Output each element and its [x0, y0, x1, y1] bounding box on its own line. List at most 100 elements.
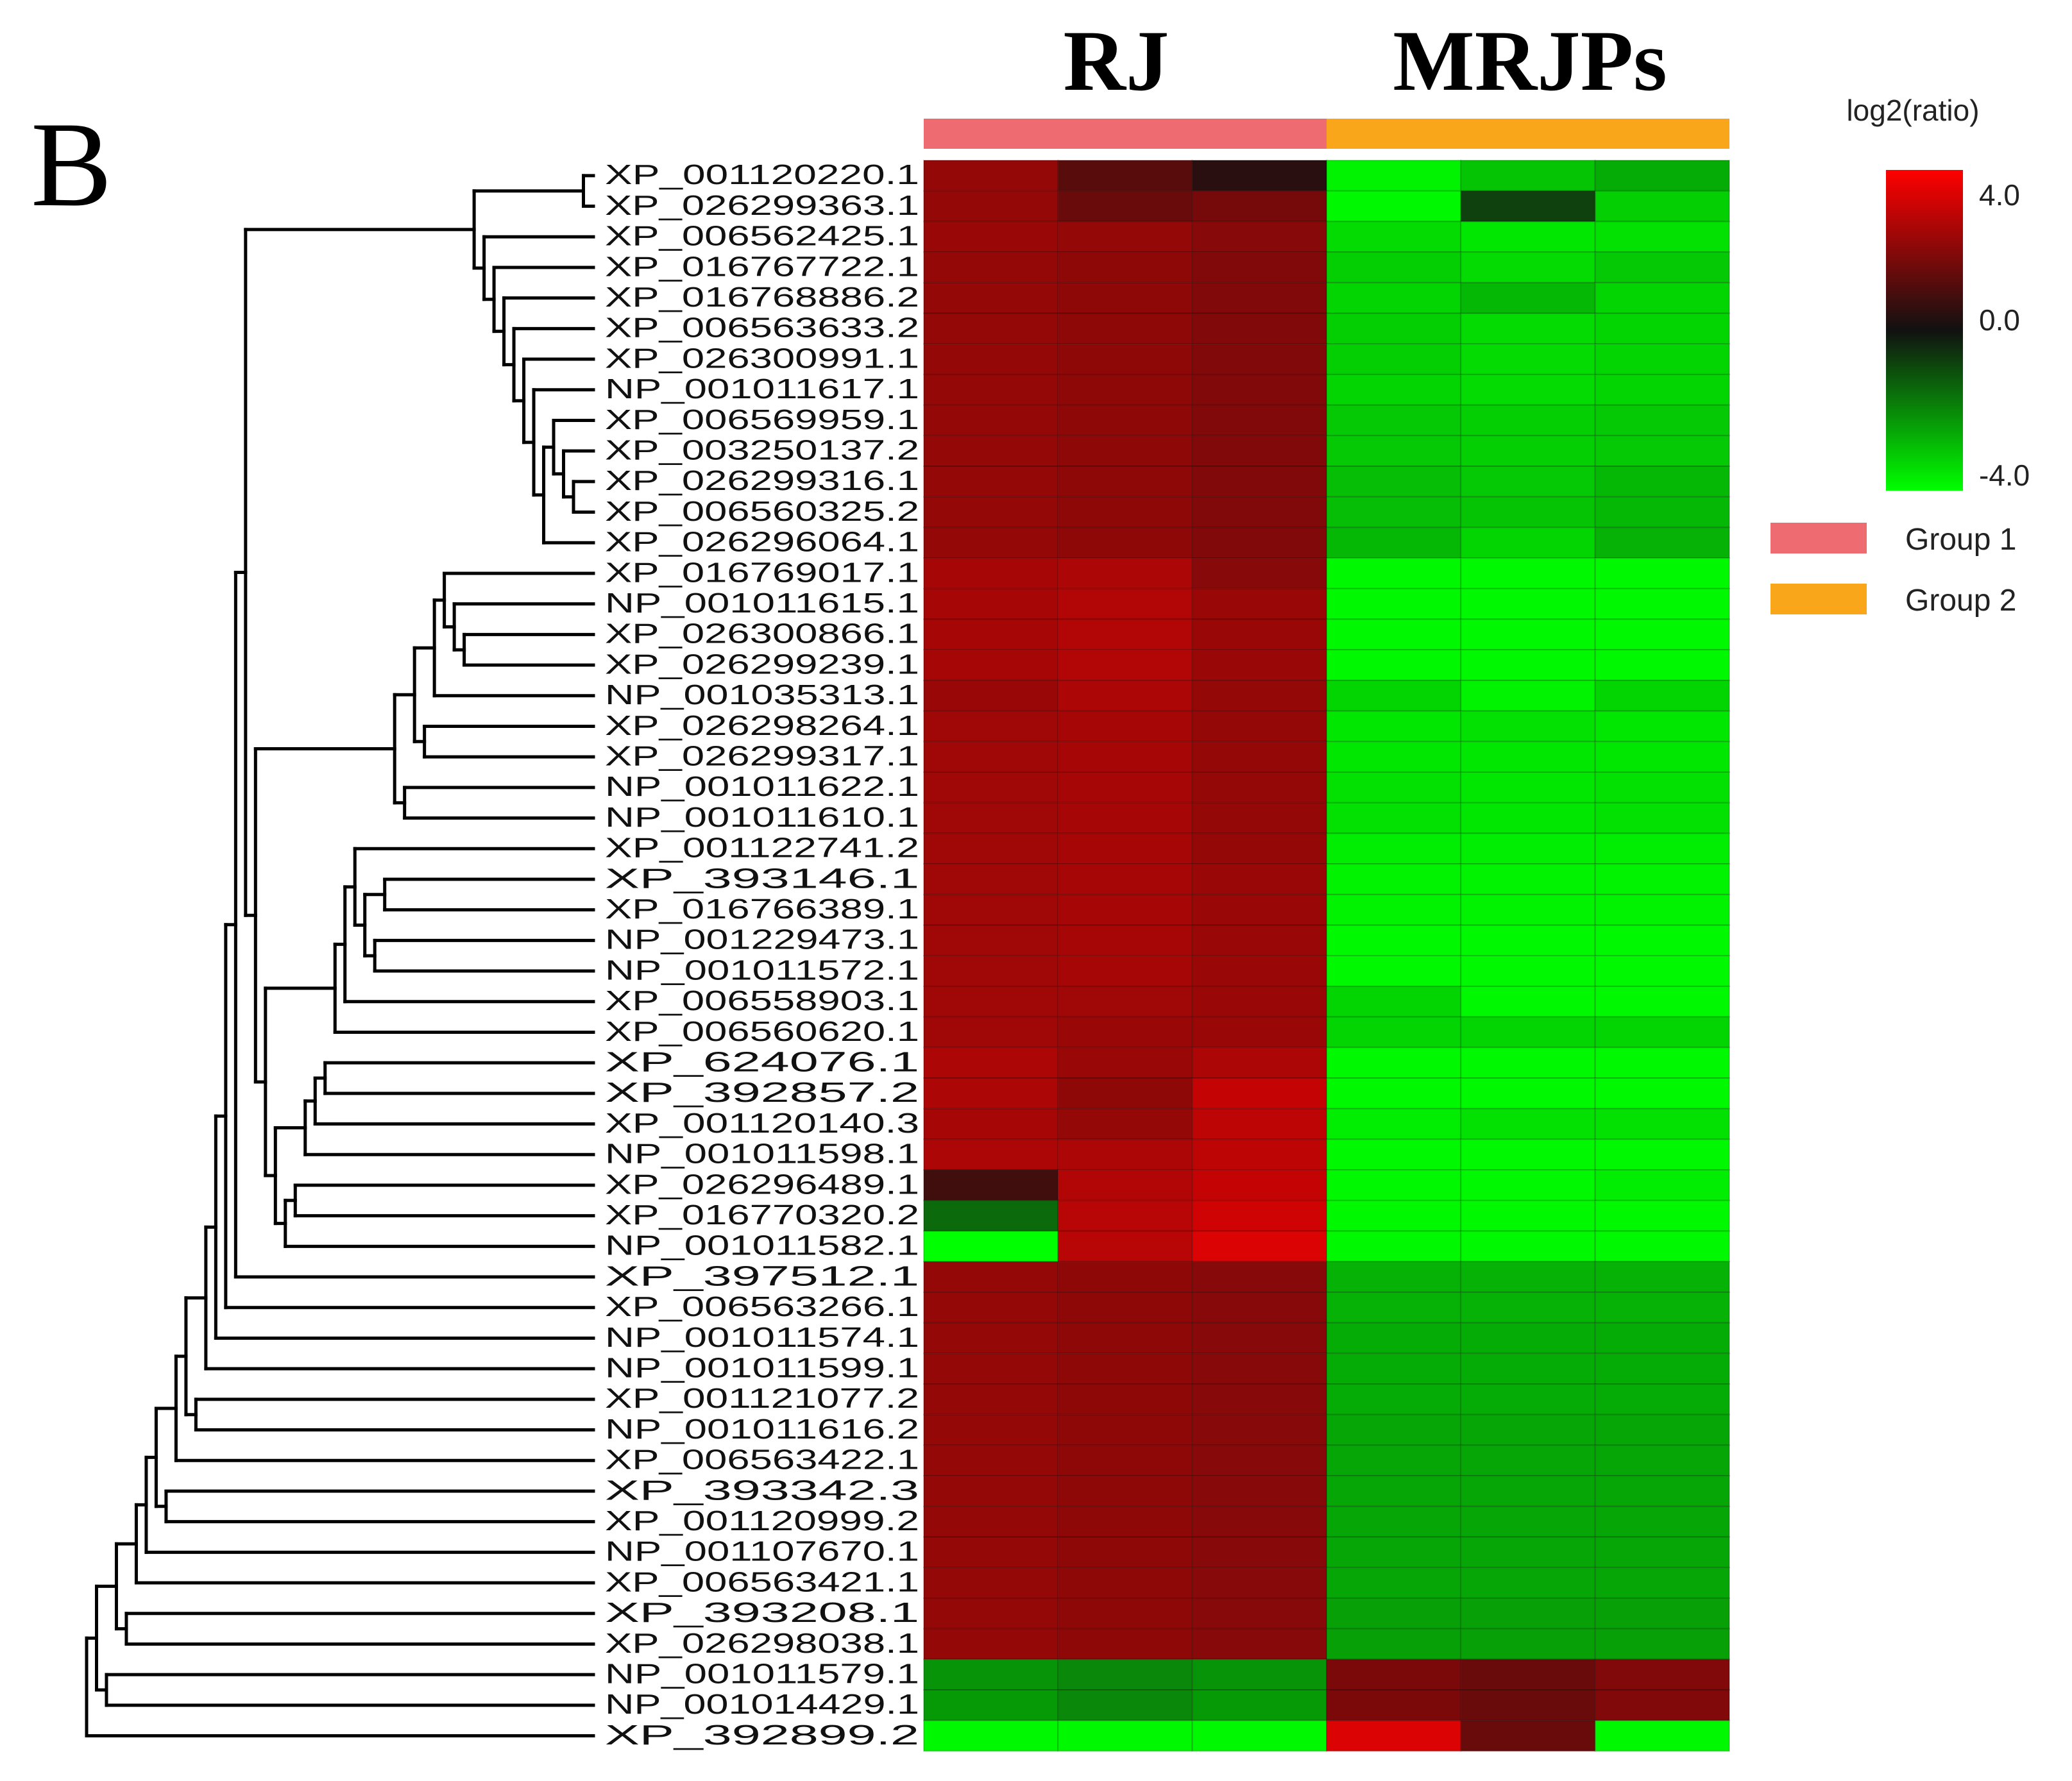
heatmap-cell — [1057, 1567, 1193, 1599]
heatmap-cell — [1191, 373, 1327, 406]
heatmap-cell — [923, 1505, 1059, 1538]
heatmap-cell — [1191, 282, 1327, 314]
heatmap-cell — [1057, 772, 1193, 804]
heatmap-cell — [1325, 1505, 1462, 1538]
heatmap-cell — [1325, 557, 1462, 589]
heatmap-cell — [1460, 618, 1596, 651]
heatmap-cell — [1057, 557, 1193, 589]
heatmap-cell — [1460, 1689, 1596, 1721]
heatmap-cell — [1594, 1138, 1730, 1171]
heatmap-cell — [1325, 1444, 1462, 1477]
heatmap-cell — [1594, 863, 1730, 895]
heatmap-cell — [1594, 955, 1730, 987]
heatmap-cell — [1460, 1719, 1596, 1752]
heatmap-cell — [923, 985, 1059, 1018]
row-label: XP_026300866.1 — [605, 618, 919, 650]
heatmap-cell — [923, 1138, 1059, 1171]
row-label: XP_016769017.1 — [605, 557, 919, 588]
row-label: NP_001011574.1 — [605, 1322, 919, 1353]
heatmap-cell — [1594, 1444, 1730, 1477]
row-label: XP_006563421.1 — [605, 1566, 919, 1598]
row-label: XP_001120140.3 — [605, 1108, 919, 1139]
heatmap-cell — [1325, 1567, 1462, 1599]
heatmap-cell — [1057, 1230, 1193, 1263]
heatmap-cell — [1057, 312, 1193, 345]
heatmap-cell — [1594, 190, 1730, 223]
color-scale-tick-max: 4.0 — [1979, 178, 2020, 212]
heatmap-cell — [1460, 1108, 1596, 1140]
heatmap-cell — [1460, 772, 1596, 804]
row-label: XP_392899.2 — [605, 1719, 919, 1751]
heatmap-cell — [1191, 741, 1327, 773]
heatmap-cell — [923, 160, 1059, 192]
heatmap-cell — [1057, 190, 1193, 223]
heatmap-cell — [1325, 1199, 1462, 1232]
heatmap-cell — [1460, 587, 1596, 620]
heatmap-cell — [923, 832, 1059, 865]
heatmap-cell — [1191, 1659, 1327, 1691]
legend-group1-swatch — [1771, 523, 1867, 553]
heatmap-cell — [1594, 1077, 1730, 1110]
heatmap-cell — [1325, 1047, 1462, 1079]
row-label: XP_006560620.1 — [605, 1016, 919, 1047]
heatmap-cell — [1594, 527, 1730, 559]
heatmap-cell — [1594, 282, 1730, 314]
row-label: NP_001011599.1 — [605, 1353, 919, 1384]
heatmap-cell — [1460, 251, 1596, 283]
heatmap-cell — [1594, 160, 1730, 192]
heatmap-cell — [1191, 649, 1327, 681]
heatmap-cell — [1191, 557, 1327, 589]
heatmap-cell — [923, 679, 1059, 712]
row-label: XP_026299317.1 — [605, 741, 919, 772]
heatmap-cell — [1191, 190, 1327, 223]
row-label: XP_397512.1 — [605, 1260, 919, 1292]
heatmap-cell — [1057, 1199, 1193, 1232]
heatmap-cell — [1057, 955, 1193, 987]
heatmap-cell — [1325, 710, 1462, 743]
heatmap-cell — [1325, 373, 1462, 406]
heatmap-cell — [1460, 435, 1596, 467]
heatmap-cell — [1191, 527, 1327, 559]
heatmap-cell — [1191, 1108, 1327, 1140]
heatmap-cell — [1594, 893, 1730, 926]
heatmap-cell — [1057, 1261, 1193, 1293]
heatmap-cell — [1460, 373, 1596, 406]
heatmap-cell — [1594, 1199, 1730, 1232]
heatmap-cell — [1460, 1230, 1596, 1263]
heatmap-cell — [1460, 1138, 1596, 1171]
heatmap-cell — [1191, 1475, 1327, 1507]
heatmap-cell — [1460, 1444, 1596, 1477]
heatmap-cell — [1594, 772, 1730, 804]
row-label: XP_393342.3 — [605, 1474, 919, 1506]
row-label: NP_001011582.1 — [605, 1230, 919, 1262]
heatmap-cell — [1460, 1016, 1596, 1049]
heatmap-cell — [923, 190, 1059, 223]
heatmap-cell — [1460, 1199, 1596, 1232]
heatmap-cell — [1460, 496, 1596, 528]
heatmap-cell — [1325, 863, 1462, 895]
heatmap-cell — [1191, 1444, 1327, 1477]
heatmap-cell — [1325, 741, 1462, 773]
heatmap-cell — [1594, 343, 1730, 375]
row-label: XP_016770320.2 — [605, 1199, 919, 1231]
heatmap-cell — [1325, 955, 1462, 987]
heatmap-cell — [1057, 802, 1193, 834]
heatmap-cell — [923, 1659, 1059, 1691]
row-label: NP_001011622.1 — [605, 771, 919, 802]
heatmap-cell — [1460, 190, 1596, 223]
heatmap-cell — [1594, 1291, 1730, 1324]
heatmap-cell — [1057, 1353, 1193, 1385]
heatmap-cell — [1191, 1047, 1327, 1079]
row-label: XP_006558903.1 — [605, 985, 919, 1017]
heatmap-cell — [1057, 1077, 1193, 1110]
heatmap-cell — [1057, 863, 1193, 895]
heatmap-cell — [1057, 924, 1193, 957]
heatmap-cell — [1325, 496, 1462, 528]
heatmap-cell — [1325, 404, 1462, 437]
row-label: XP_006563633.2 — [605, 312, 919, 344]
heatmap-cell — [1594, 1230, 1730, 1263]
heatmap-cell — [1594, 1628, 1730, 1660]
heatmap-cell — [1191, 1353, 1327, 1385]
row-label: XP_393146.1 — [605, 863, 919, 894]
heatmap-cell — [1191, 955, 1327, 987]
